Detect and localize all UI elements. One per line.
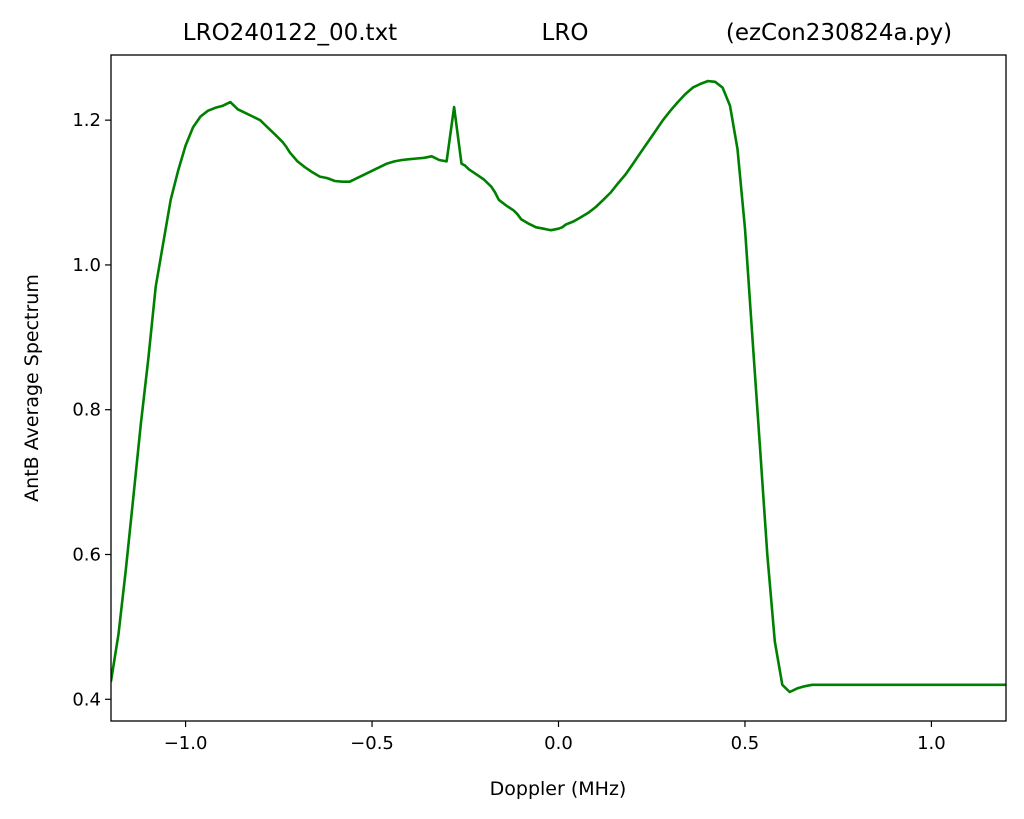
y-tick-label: 0.4: [72, 689, 101, 710]
y-axis-ticks: 0.4 0.6 0.8 1.0 1.2: [72, 110, 111, 710]
series-line-0: [111, 79, 1006, 694]
chart-title-right: (ezCon230824a.py): [726, 20, 952, 46]
chart-title-center: LRO: [542, 20, 589, 46]
x-axis-label: Doppler (MHz): [490, 778, 627, 800]
x-tick-label: −0.5: [350, 733, 394, 754]
x-axis-ticks: −1.0 −0.5 0.0 0.5 1.0: [164, 721, 946, 754]
x-tick-label: −1.0: [164, 733, 208, 754]
x-tick-label: 1.0: [917, 733, 946, 754]
y-tick-label: 0.6: [72, 545, 101, 566]
y-tick-label: 1.2: [72, 110, 101, 131]
x-tick-label: 0.5: [731, 733, 760, 754]
y-tick-label: 1.0: [72, 255, 101, 276]
series-layer: [111, 79, 1006, 694]
y-tick-label: 0.8: [72, 400, 101, 421]
x-tick-label: 0.0: [544, 733, 573, 754]
chart-title-left: LRO240122_00.txt: [183, 20, 397, 46]
y-axis-label: AntB Average Spectrum: [21, 274, 43, 502]
